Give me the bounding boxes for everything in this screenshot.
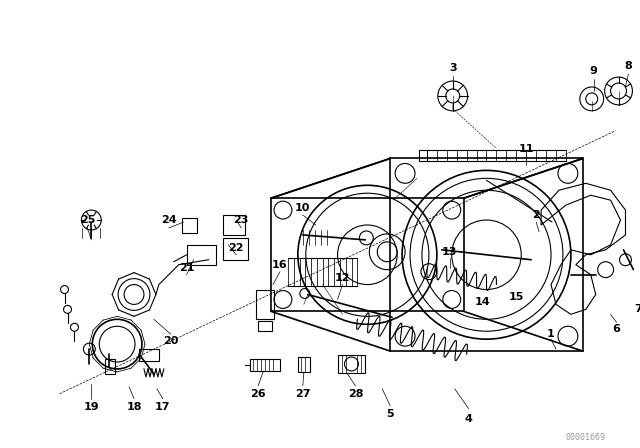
Text: 6: 6 [612, 324, 621, 334]
Text: 13: 13 [442, 247, 458, 257]
Text: 1: 1 [547, 329, 555, 339]
Text: 16: 16 [272, 260, 288, 270]
Text: 14: 14 [475, 297, 490, 307]
Bar [337, 355, 365, 373]
Text: 21: 21 [179, 263, 195, 273]
Bar [139, 349, 159, 361]
Text: 2: 2 [532, 210, 540, 220]
Bar [419, 150, 427, 161]
Bar [187, 245, 216, 265]
Text: 5: 5 [387, 409, 394, 418]
Text: 19: 19 [84, 402, 99, 412]
Text: 26: 26 [250, 389, 266, 399]
Text: 9: 9 [590, 66, 598, 76]
Bar [271, 198, 463, 311]
Bar [256, 289, 274, 319]
Text: 28: 28 [348, 389, 363, 399]
Bar [223, 215, 245, 235]
Bar [258, 321, 272, 331]
Bar [182, 218, 196, 233]
Text: 25: 25 [80, 215, 95, 225]
Text: 27: 27 [295, 389, 310, 399]
Bar [223, 238, 248, 260]
Text: 3: 3 [449, 63, 456, 73]
Text: 8: 8 [625, 61, 632, 71]
Text: 11: 11 [518, 143, 534, 154]
Bar [390, 159, 583, 351]
Bar [298, 357, 310, 372]
Text: 20: 20 [163, 336, 179, 346]
Bar [105, 359, 115, 374]
Text: 17: 17 [155, 402, 171, 412]
Text: 12: 12 [335, 273, 350, 283]
Text: 15: 15 [509, 293, 524, 302]
Text: 22: 22 [228, 243, 244, 253]
Text: 7: 7 [634, 304, 640, 314]
Text: 23: 23 [234, 215, 249, 225]
Text: 24: 24 [161, 215, 177, 225]
Text: 10: 10 [295, 203, 310, 213]
Text: 18: 18 [126, 402, 142, 412]
Text: 00001669: 00001669 [566, 434, 605, 443]
Text: 4: 4 [465, 414, 472, 424]
Bar [250, 359, 280, 371]
